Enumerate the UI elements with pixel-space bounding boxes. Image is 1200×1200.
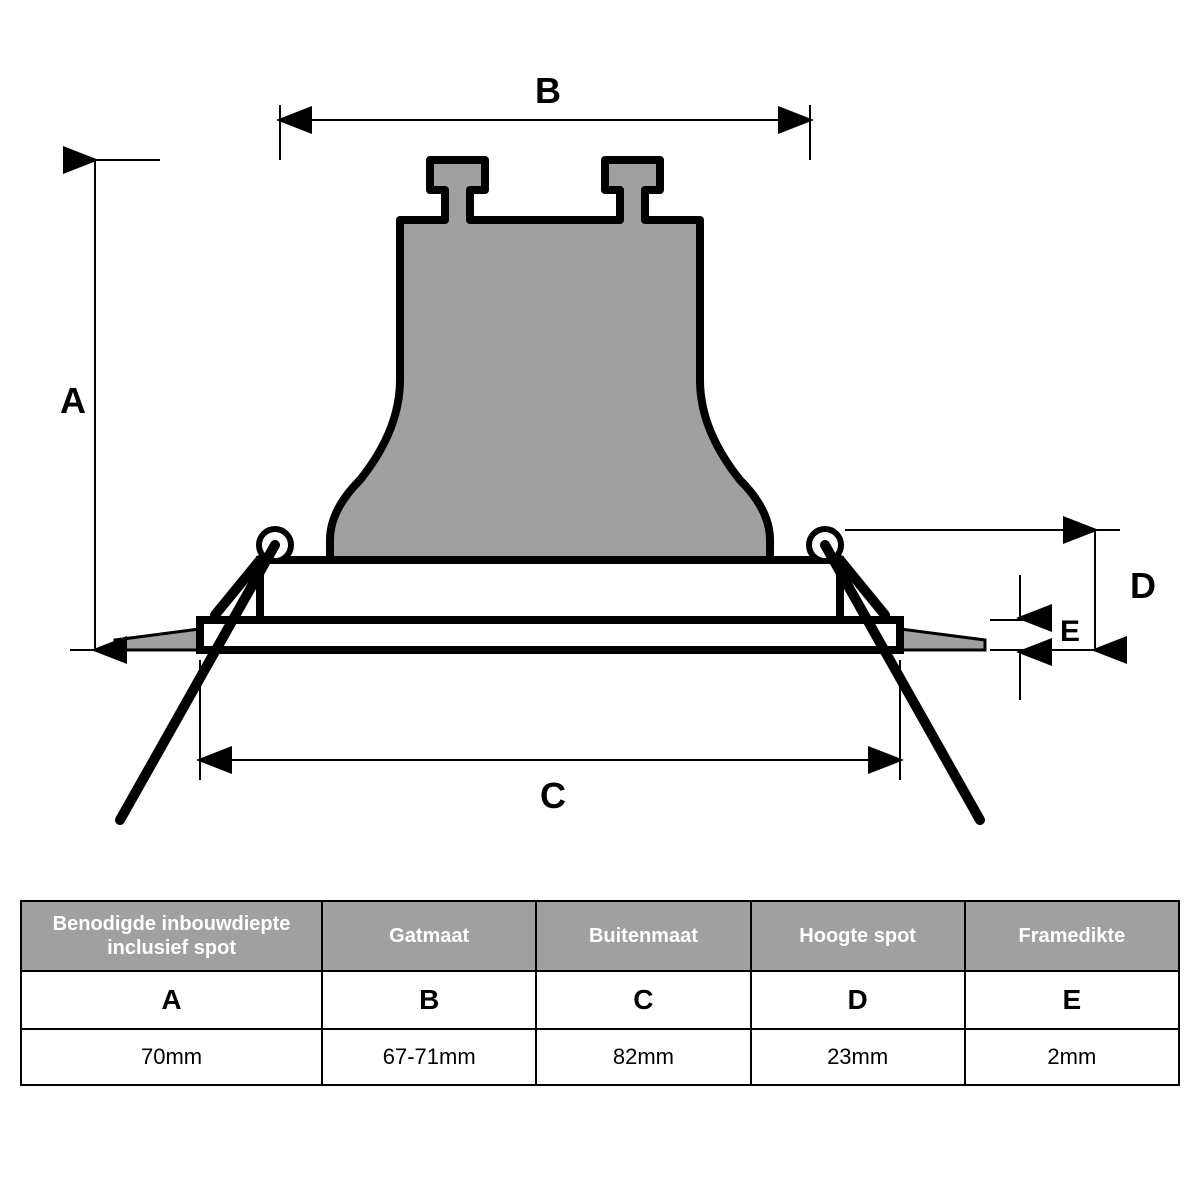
table-header-row: Benodigde inbouwdiepte inclusief spot Ga… bbox=[21, 901, 1179, 971]
dim-E bbox=[990, 575, 1045, 700]
dim-label-B: B bbox=[535, 70, 561, 112]
table-cell: B bbox=[322, 971, 536, 1029]
col-header: Framedikte bbox=[965, 901, 1179, 971]
technical-diagram: A B C D E bbox=[0, 0, 1200, 900]
table-cell: 70mm bbox=[21, 1029, 322, 1085]
table-cell: 67-71mm bbox=[322, 1029, 536, 1085]
dim-C bbox=[200, 660, 900, 780]
table-cell: 23mm bbox=[751, 1029, 965, 1085]
dim-label-D: D bbox=[1130, 565, 1156, 607]
table-value-row: 70mm 67-71mm 82mm 23mm 2mm bbox=[21, 1029, 1179, 1085]
table-cell: 2mm bbox=[965, 1029, 1179, 1085]
dim-label-C: C bbox=[540, 775, 566, 817]
diagram-svg bbox=[0, 0, 1200, 900]
col-header: Benodigde inbouwdiepte inclusief spot bbox=[21, 901, 322, 971]
table-cell: 82mm bbox=[536, 1029, 750, 1085]
col-header: Hoogte spot bbox=[751, 901, 965, 971]
table-cell: C bbox=[536, 971, 750, 1029]
table-cell: A bbox=[21, 971, 322, 1029]
col-header: Gatmaat bbox=[322, 901, 536, 971]
dimensions-table: Benodigde inbouwdiepte inclusief spot Ga… bbox=[20, 900, 1180, 1086]
col-header: Buitenmaat bbox=[536, 901, 750, 971]
dim-label-A: A bbox=[60, 380, 86, 422]
inner-cup bbox=[260, 560, 840, 620]
frame-flange bbox=[115, 620, 985, 650]
dim-B bbox=[280, 105, 810, 160]
table-cell: E bbox=[965, 971, 1179, 1029]
dim-label-E: E bbox=[1060, 615, 1080, 649]
table-letter-row: A B C D E bbox=[21, 971, 1179, 1029]
lamp-body bbox=[330, 160, 770, 560]
table-cell: D bbox=[751, 971, 965, 1029]
